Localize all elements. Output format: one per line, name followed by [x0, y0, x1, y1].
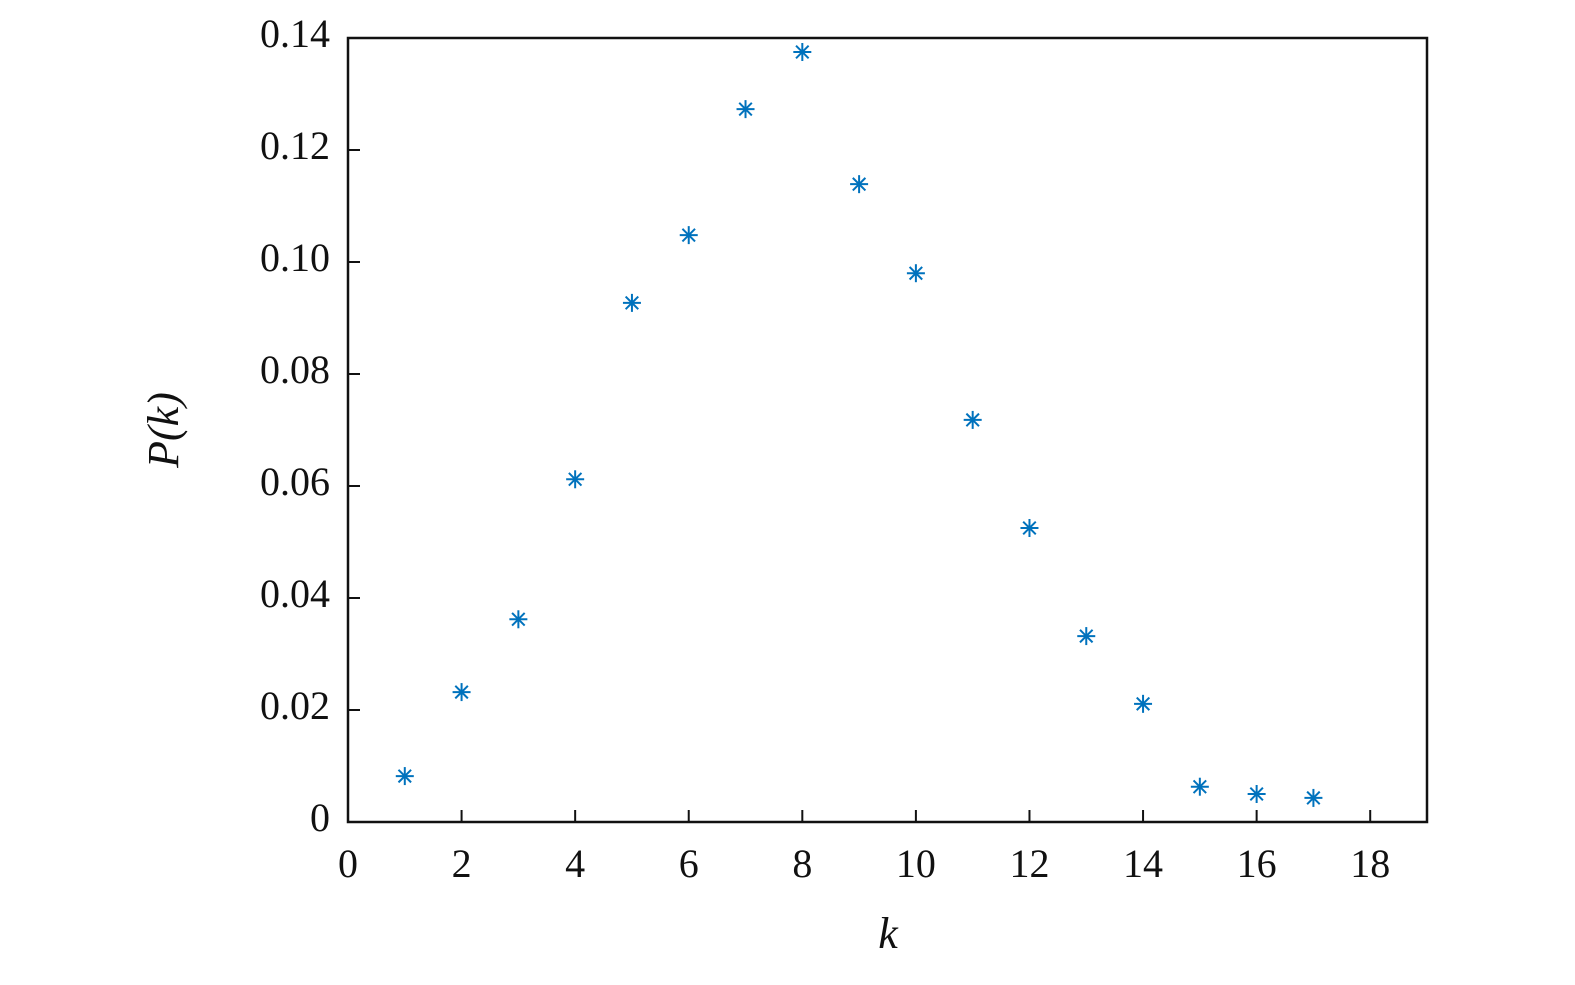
data-point	[395, 767, 414, 786]
marker-stroke	[681, 228, 696, 243]
x-tick-label: 0	[338, 841, 358, 886]
y-tick-label: 0.08	[260, 347, 330, 392]
data-point	[679, 226, 698, 245]
marker-stroke	[568, 472, 583, 487]
marker-stroke	[397, 769, 412, 784]
marker-stroke	[1306, 790, 1321, 805]
marker-stroke	[511, 612, 526, 627]
x-tick-label: 14	[1123, 841, 1163, 886]
data-point	[1020, 519, 1039, 537]
y-tick-label: 0.14	[260, 11, 330, 56]
x-tick-label: 10	[896, 841, 936, 886]
x-tick-label: 2	[452, 841, 472, 886]
data-point	[1134, 694, 1153, 713]
marker-stroke	[1079, 629, 1094, 644]
y-tick-label: 0.12	[260, 123, 330, 168]
data-point	[736, 100, 755, 119]
y-axis-title: P(k)	[139, 392, 188, 469]
y-tick-label: 0.02	[260, 683, 330, 728]
plot-frame	[346, 36, 1429, 824]
data-point	[1077, 627, 1096, 646]
data-point	[1247, 785, 1266, 803]
x-axis-title: k	[878, 909, 899, 958]
x-tick-label: 18	[1350, 841, 1390, 886]
x-tick-label: 12	[1009, 841, 1049, 886]
marker-stroke	[852, 177, 867, 192]
data-point	[1304, 788, 1323, 807]
marker-stroke	[908, 266, 923, 281]
marker-stroke	[965, 412, 980, 427]
x-tick-label: 6	[679, 841, 699, 886]
y-tick-label: 0.04	[260, 571, 330, 616]
marker-stroke	[1249, 786, 1264, 802]
marker-stroke	[1192, 779, 1207, 794]
marker-stroke	[738, 102, 753, 117]
y-tick-label: 0	[310, 795, 330, 840]
data-point	[850, 175, 869, 194]
marker-stroke	[1022, 520, 1037, 536]
x-tick-label: 8	[792, 841, 812, 886]
marker-stroke	[1136, 696, 1151, 711]
x-tick-label: 16	[1237, 841, 1277, 886]
x-tick-label: 4	[565, 841, 585, 886]
data-point	[906, 264, 925, 283]
data-point	[509, 610, 528, 629]
data-point	[452, 683, 471, 702]
data-point	[1190, 777, 1209, 796]
data-point	[793, 43, 812, 61]
data-point	[566, 470, 585, 489]
data-point	[622, 293, 641, 312]
y-tick-label: 0.06	[260, 459, 330, 504]
data-point	[963, 410, 982, 429]
y-tick-label: 0.10	[260, 235, 330, 280]
marker-stroke	[795, 44, 810, 60]
marker-stroke	[624, 295, 639, 310]
marker-stroke	[454, 685, 469, 700]
